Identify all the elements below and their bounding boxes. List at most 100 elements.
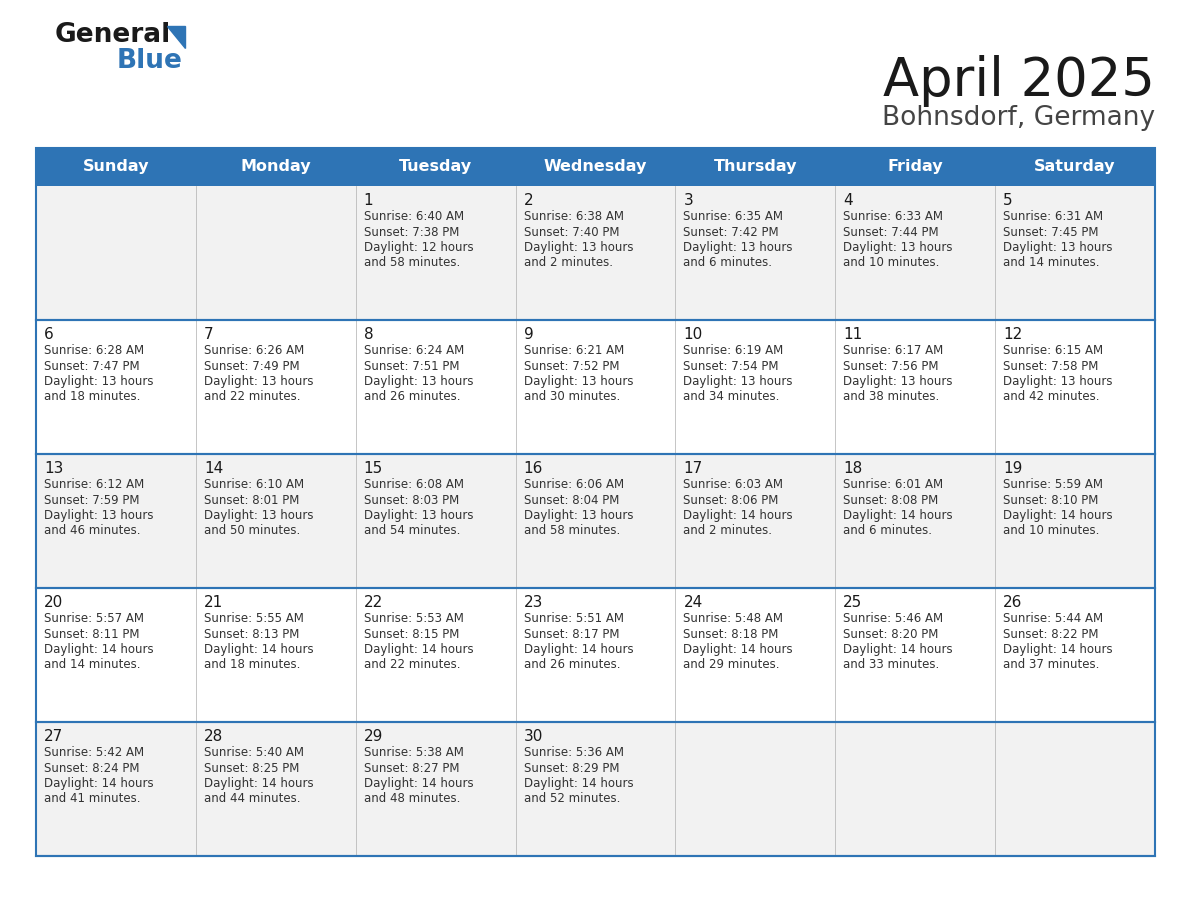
- Text: Sunset: 8:11 PM: Sunset: 8:11 PM: [44, 628, 139, 641]
- Text: and 22 minutes.: and 22 minutes.: [364, 658, 460, 671]
- Text: Daylight: 13 hours: Daylight: 13 hours: [44, 509, 153, 522]
- Text: Monday: Monday: [240, 160, 311, 174]
- Text: 16: 16: [524, 461, 543, 476]
- Text: Sunset: 8:10 PM: Sunset: 8:10 PM: [1003, 494, 1099, 507]
- Bar: [36, 148, 1155, 856]
- Text: Sunrise: 6:03 AM: Sunrise: 6:03 AM: [683, 478, 783, 491]
- Text: Sunrise: 5:40 AM: Sunrise: 5:40 AM: [204, 746, 304, 759]
- Text: and 33 minutes.: and 33 minutes.: [843, 658, 940, 671]
- Text: and 58 minutes.: and 58 minutes.: [364, 256, 460, 270]
- Text: Sunset: 7:52 PM: Sunset: 7:52 PM: [524, 360, 619, 373]
- Text: Sunset: 7:49 PM: Sunset: 7:49 PM: [204, 360, 299, 373]
- Text: Daylight: 14 hours: Daylight: 14 hours: [843, 643, 953, 656]
- Text: Sunset: 8:29 PM: Sunset: 8:29 PM: [524, 762, 619, 775]
- Text: Daylight: 14 hours: Daylight: 14 hours: [44, 777, 153, 790]
- Text: Sunset: 8:13 PM: Sunset: 8:13 PM: [204, 628, 299, 641]
- Text: Sunset: 8:08 PM: Sunset: 8:08 PM: [843, 494, 939, 507]
- Text: 2: 2: [524, 193, 533, 208]
- Text: Sunset: 8:20 PM: Sunset: 8:20 PM: [843, 628, 939, 641]
- Text: Sunrise: 6:08 AM: Sunrise: 6:08 AM: [364, 478, 463, 491]
- Text: 20: 20: [44, 595, 63, 610]
- Text: Sunrise: 5:36 AM: Sunrise: 5:36 AM: [524, 746, 624, 759]
- Text: and 48 minutes.: and 48 minutes.: [364, 792, 460, 805]
- Text: Daylight: 14 hours: Daylight: 14 hours: [44, 643, 153, 656]
- Text: 8: 8: [364, 327, 373, 342]
- Text: Sunrise: 6:10 AM: Sunrise: 6:10 AM: [204, 478, 304, 491]
- Text: Daylight: 14 hours: Daylight: 14 hours: [524, 777, 633, 790]
- Text: and 22 minutes.: and 22 minutes.: [204, 390, 301, 404]
- Text: Sunrise: 5:42 AM: Sunrise: 5:42 AM: [44, 746, 144, 759]
- Text: and 10 minutes.: and 10 minutes.: [843, 256, 940, 270]
- Text: and 37 minutes.: and 37 minutes.: [1003, 658, 1100, 671]
- Text: Daylight: 13 hours: Daylight: 13 hours: [364, 375, 473, 388]
- Text: Daylight: 13 hours: Daylight: 13 hours: [44, 375, 153, 388]
- Text: and 29 minutes.: and 29 minutes.: [683, 658, 781, 671]
- Text: Daylight: 14 hours: Daylight: 14 hours: [1003, 509, 1113, 522]
- Text: Sunrise: 6:38 AM: Sunrise: 6:38 AM: [524, 210, 624, 223]
- Text: Daylight: 13 hours: Daylight: 13 hours: [843, 241, 953, 254]
- Bar: [36, 186, 1155, 320]
- Text: Blue: Blue: [116, 48, 183, 74]
- Text: 6: 6: [44, 327, 53, 342]
- Text: 29: 29: [364, 729, 383, 744]
- Text: 10: 10: [683, 327, 702, 342]
- Text: Saturday: Saturday: [1035, 160, 1116, 174]
- Text: Sunset: 8:04 PM: Sunset: 8:04 PM: [524, 494, 619, 507]
- Text: 5: 5: [1003, 193, 1012, 208]
- Text: and 18 minutes.: and 18 minutes.: [44, 390, 140, 404]
- Text: 21: 21: [204, 595, 223, 610]
- Text: Daylight: 13 hours: Daylight: 13 hours: [364, 509, 473, 522]
- Text: Daylight: 13 hours: Daylight: 13 hours: [683, 241, 792, 254]
- Text: Sunrise: 6:17 AM: Sunrise: 6:17 AM: [843, 344, 943, 357]
- Text: and 38 minutes.: and 38 minutes.: [843, 390, 940, 404]
- Text: and 2 minutes.: and 2 minutes.: [683, 524, 772, 538]
- Text: Friday: Friday: [887, 160, 943, 174]
- Bar: [36, 722, 1155, 856]
- Text: Daylight: 14 hours: Daylight: 14 hours: [364, 777, 473, 790]
- Text: Sunset: 8:22 PM: Sunset: 8:22 PM: [1003, 628, 1099, 641]
- Text: Daylight: 14 hours: Daylight: 14 hours: [683, 643, 794, 656]
- Text: and 14 minutes.: and 14 minutes.: [44, 658, 140, 671]
- Text: Sunset: 7:45 PM: Sunset: 7:45 PM: [1003, 226, 1099, 239]
- Text: Sunrise: 5:59 AM: Sunrise: 5:59 AM: [1003, 478, 1104, 491]
- Bar: [36, 320, 1155, 454]
- Text: and 46 minutes.: and 46 minutes.: [44, 524, 140, 538]
- Text: Sunrise: 5:53 AM: Sunrise: 5:53 AM: [364, 612, 463, 625]
- Text: 22: 22: [364, 595, 383, 610]
- Text: 30: 30: [524, 729, 543, 744]
- Text: Sunset: 7:51 PM: Sunset: 7:51 PM: [364, 360, 460, 373]
- Text: Sunset: 7:44 PM: Sunset: 7:44 PM: [843, 226, 939, 239]
- Text: Sunrise: 5:48 AM: Sunrise: 5:48 AM: [683, 612, 783, 625]
- Text: 27: 27: [44, 729, 63, 744]
- Text: Daylight: 13 hours: Daylight: 13 hours: [204, 509, 314, 522]
- Text: Sunrise: 6:01 AM: Sunrise: 6:01 AM: [843, 478, 943, 491]
- Text: 9: 9: [524, 327, 533, 342]
- Text: Sunset: 7:59 PM: Sunset: 7:59 PM: [44, 494, 139, 507]
- Text: Daylight: 12 hours: Daylight: 12 hours: [364, 241, 473, 254]
- Text: Sunday: Sunday: [83, 160, 150, 174]
- Text: April 2025: April 2025: [883, 55, 1155, 107]
- Text: and 58 minutes.: and 58 minutes.: [524, 524, 620, 538]
- Text: Sunrise: 6:24 AM: Sunrise: 6:24 AM: [364, 344, 465, 357]
- Text: 24: 24: [683, 595, 702, 610]
- Text: 3: 3: [683, 193, 693, 208]
- Text: Sunset: 8:17 PM: Sunset: 8:17 PM: [524, 628, 619, 641]
- Text: Sunrise: 5:57 AM: Sunrise: 5:57 AM: [44, 612, 144, 625]
- Text: and 54 minutes.: and 54 minutes.: [364, 524, 460, 538]
- Text: Sunset: 7:38 PM: Sunset: 7:38 PM: [364, 226, 459, 239]
- Text: 13: 13: [44, 461, 63, 476]
- Text: Sunrise: 6:19 AM: Sunrise: 6:19 AM: [683, 344, 784, 357]
- Text: 28: 28: [204, 729, 223, 744]
- Text: Sunset: 8:01 PM: Sunset: 8:01 PM: [204, 494, 299, 507]
- Text: Sunrise: 5:44 AM: Sunrise: 5:44 AM: [1003, 612, 1104, 625]
- Text: Daylight: 14 hours: Daylight: 14 hours: [364, 643, 473, 656]
- Text: Sunset: 7:58 PM: Sunset: 7:58 PM: [1003, 360, 1099, 373]
- Text: and 26 minutes.: and 26 minutes.: [524, 658, 620, 671]
- Text: General: General: [55, 22, 171, 48]
- Text: Daylight: 14 hours: Daylight: 14 hours: [204, 643, 314, 656]
- Text: Sunrise: 6:33 AM: Sunrise: 6:33 AM: [843, 210, 943, 223]
- Text: Thursday: Thursday: [714, 160, 797, 174]
- Text: Daylight: 13 hours: Daylight: 13 hours: [1003, 375, 1113, 388]
- Text: Sunrise: 6:15 AM: Sunrise: 6:15 AM: [1003, 344, 1104, 357]
- Text: Sunrise: 6:12 AM: Sunrise: 6:12 AM: [44, 478, 144, 491]
